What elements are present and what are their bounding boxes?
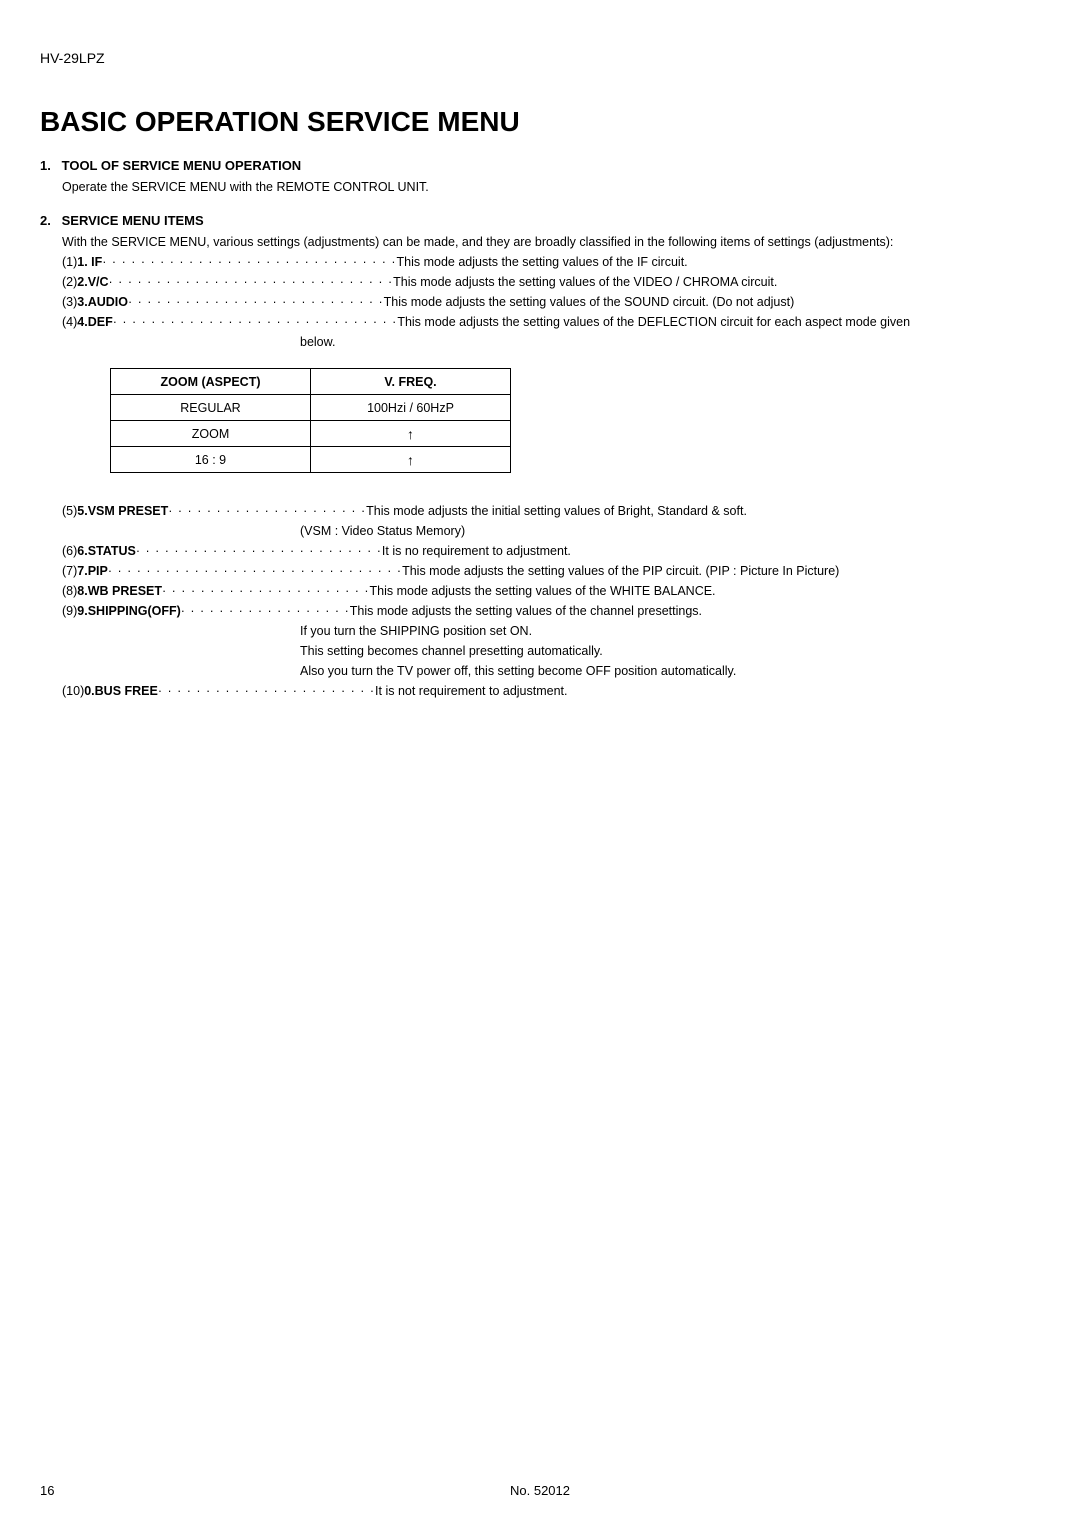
item-8-dots: · · · · · · · · · · · · · · · · · · · · …: [162, 581, 370, 601]
items-continued: (5) 5.VSM PRESET · · · · · · · · · · · ·…: [40, 501, 1040, 701]
item-6-dots: · · · · · · · · · · · · · · · · · · · · …: [136, 541, 382, 561]
item-4-key: 4.DEF: [77, 312, 112, 332]
item-6-key: 6.STATUS: [77, 541, 136, 561]
item-7: (7) 7.PIP · · · · · · · · · · · · · · · …: [62, 561, 1040, 581]
cell-zoom: ZOOM: [111, 421, 311, 447]
item-9-desc: This mode adjusts the setting values of …: [350, 601, 1040, 621]
item-8: (8) 8.WB PRESET · · · · · · · · · · · · …: [62, 581, 1040, 601]
section-1-title: TOOL OF SERVICE MENU OPERATION: [62, 158, 302, 173]
item-3-desc: This mode adjusts the setting values of …: [384, 292, 1040, 312]
item-9-cont-2: This setting becomes channel presetting …: [300, 641, 1040, 661]
section-1: 1. TOOL OF SERVICE MENU OPERATION Operat…: [40, 158, 1040, 197]
section-1-heading: 1. TOOL OF SERVICE MENU OPERATION: [40, 158, 1040, 173]
section-2-intro: With the SERVICE MENU, various settings …: [62, 232, 1040, 252]
item-6-desc: It is no requirement to adjustment.: [382, 541, 1040, 561]
cell-169: 16 : 9: [111, 447, 311, 473]
item-9-key: 9.SHIPPING(OFF): [77, 601, 180, 621]
section-2-heading: 2. SERVICE MENU ITEMS: [40, 213, 1040, 228]
item-2-key: 2.V/C: [77, 272, 108, 292]
item-4-desc: This mode adjusts the setting values of …: [397, 312, 1040, 332]
item-2-prefix: (2): [62, 272, 77, 292]
item-10: (10) 0.BUS FREE · · · · · · · · · · · · …: [62, 681, 1040, 701]
section-2-num: 2.: [40, 213, 58, 228]
cell-regular: REGULAR: [111, 395, 311, 421]
item-1-desc: This mode adjusts the setting values of …: [397, 252, 1040, 272]
item-7-key: 7.PIP: [77, 561, 108, 581]
item-4-cont: below.: [300, 332, 1040, 352]
table-row: ZOOM ↑: [111, 421, 511, 447]
item-9-cont-3: Also you turn the TV power off, this set…: [300, 661, 1040, 681]
doc-number: No. 52012: [510, 1483, 570, 1498]
page-footer: 16 No. 52012: [40, 1483, 1040, 1498]
item-5-key: 5.VSM PRESET: [77, 501, 168, 521]
item-3-prefix: (3): [62, 292, 77, 312]
item-9-cont-1: If you turn the SHIPPING position set ON…: [300, 621, 1040, 641]
item-4: (4) 4.DEF · · · · · · · · · · · · · · · …: [62, 312, 1040, 332]
item-7-desc: This mode adjusts the setting values of …: [402, 561, 1040, 581]
cell-freq-3: ↑: [311, 447, 511, 473]
page-number: 16: [40, 1483, 54, 1498]
item-3-dots: · · · · · · · · · · · · · · · · · · · · …: [128, 292, 384, 312]
item-3-key: 3.AUDIO: [77, 292, 128, 312]
model-label: HV-29LPZ: [40, 50, 1040, 66]
item-5-cont: (VSM : Video Status Memory): [300, 521, 1040, 541]
item-5-prefix: (5): [62, 501, 77, 521]
item-8-desc: This mode adjusts the setting values of …: [370, 581, 1040, 601]
item-10-dots: · · · · · · · · · · · · · · · · · · · · …: [158, 681, 375, 701]
item-10-desc: It is not requirement to adjustment.: [375, 681, 1040, 701]
item-6: (6) 6.STATUS · · · · · · · · · · · · · ·…: [62, 541, 1040, 561]
item-1: (1) 1. IF · · · · · · · · · · · · · · · …: [62, 252, 1040, 272]
item-7-dots: · · · · · · · · · · · · · · · · · · · · …: [108, 561, 402, 581]
item-9-prefix: (9): [62, 601, 77, 621]
item-4-dots: · · · · · · · · · · · · · · · · · · · · …: [113, 312, 398, 332]
item-10-key: 0.BUS FREE: [84, 681, 158, 701]
table-row: REGULAR 100Hzi / 60HzP: [111, 395, 511, 421]
item-7-prefix: (7): [62, 561, 77, 581]
item-2: (2) 2.V/C · · · · · · · · · · · · · · · …: [62, 272, 1040, 292]
item-3: (3) 3.AUDIO · · · · · · · · · · · · · · …: [62, 292, 1040, 312]
item-10-prefix: (10): [62, 681, 84, 701]
section-1-body: Operate the SERVICE MENU with the REMOTE…: [62, 177, 1040, 197]
section-2: 2. SERVICE MENU ITEMS With the SERVICE M…: [40, 213, 1040, 352]
table-header-row: ZOOM (ASPECT) V. FREQ.: [111, 369, 511, 395]
item-8-key: 8.WB PRESET: [77, 581, 162, 601]
section-2-title: SERVICE MENU ITEMS: [62, 213, 204, 228]
cell-freq-1: 100Hzi / 60HzP: [311, 395, 511, 421]
aspect-table: ZOOM (ASPECT) V. FREQ. REGULAR 100Hzi / …: [110, 368, 511, 473]
page-title: BASIC OPERATION SERVICE MENU: [40, 106, 1040, 138]
item-5-desc: This mode adjusts the initial setting va…: [366, 501, 1040, 521]
item-9: (9) 9.SHIPPING(OFF) · · · · · · · · · · …: [62, 601, 1040, 621]
col-freq-header: V. FREQ.: [311, 369, 511, 395]
item-4-prefix: (4): [62, 312, 77, 332]
table-row: 16 : 9 ↑: [111, 447, 511, 473]
section-1-num: 1.: [40, 158, 58, 173]
item-9-dots: · · · · · · · · · · · · · · · · · ·: [181, 601, 350, 621]
col-zoom-header: ZOOM (ASPECT): [111, 369, 311, 395]
item-1-dots: · · · · · · · · · · · · · · · · · · · · …: [102, 252, 396, 272]
item-6-prefix: (6): [62, 541, 77, 561]
item-5-dots: · · · · · · · · · · · · · · · · · · · · …: [168, 501, 366, 521]
item-5: (5) 5.VSM PRESET · · · · · · · · · · · ·…: [62, 501, 1040, 521]
item-1-key: 1. IF: [77, 252, 102, 272]
item-2-desc: This mode adjusts the setting values of …: [393, 272, 1040, 292]
item-2-dots: · · · · · · · · · · · · · · · · · · · · …: [109, 272, 394, 292]
cell-freq-2: ↑: [311, 421, 511, 447]
item-8-prefix: (8): [62, 581, 77, 601]
item-1-prefix: (1): [62, 252, 77, 272]
